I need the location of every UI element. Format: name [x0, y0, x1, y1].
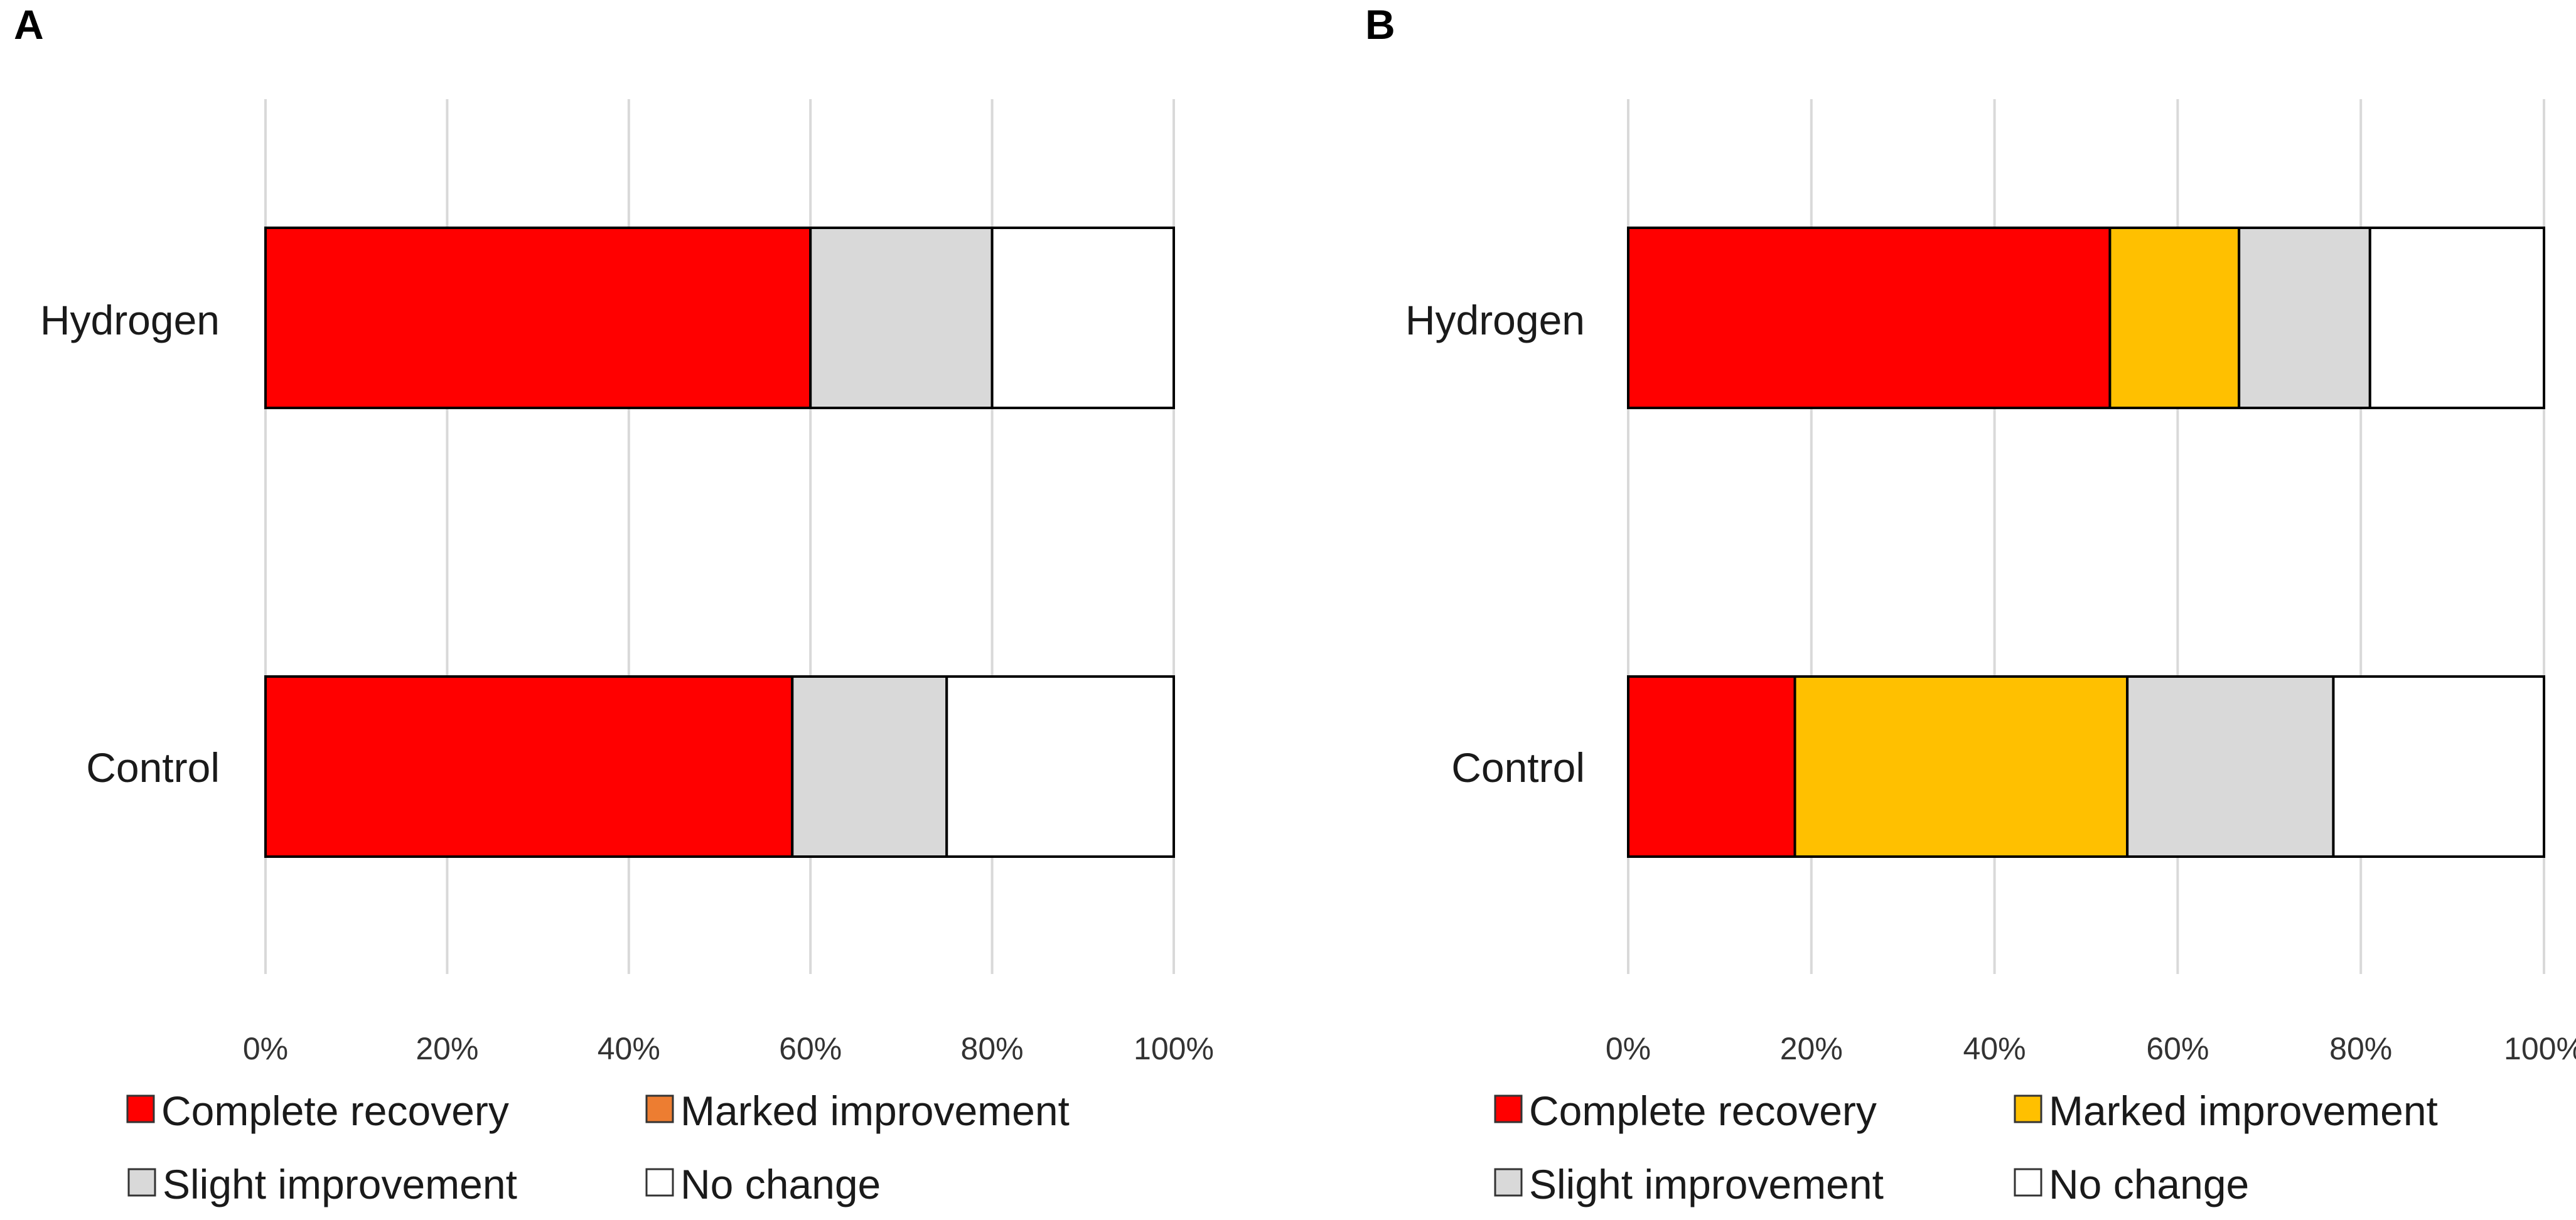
legend-item-no-change: No change	[645, 1161, 881, 1207]
legend-item-no-change: No change	[2014, 1161, 2249, 1207]
category-label-control: Control	[86, 744, 220, 791]
bar-hydrogen-slight-improvement	[809, 227, 994, 409]
legend-swatch	[1494, 1094, 1523, 1123]
chart-panel-a: A Hydrogen Control 0% 20% 40% 60% 80% 100% Comple…	[14, 1, 1214, 1207]
legend: Complete recovery Marked improvement Sligh…	[1494, 1088, 2438, 1207]
bar-hydrogen-complete-recovery	[1627, 227, 2112, 409]
x-tick-label: 100%	[2504, 1031, 2576, 1066]
legend: Complete recovery Marked improvement Sligh…	[126, 1088, 1070, 1207]
legend-label: Marked improvement	[2049, 1088, 2438, 1134]
x-tick-label: 80%	[961, 1031, 1024, 1066]
legend-swatch	[2014, 1094, 2042, 1123]
legend-item-complete-recovery: Complete recovery	[126, 1088, 509, 1134]
legend-swatch	[645, 1168, 674, 1197]
bar-hydrogen-no-change	[990, 227, 1175, 409]
x-tick-label: 60%	[779, 1031, 842, 1066]
legend-item-slight-improvement: Slight improvement	[1494, 1161, 1884, 1207]
bar-hydrogen-no-change	[2368, 227, 2546, 409]
legend-swatch	[1494, 1168, 1523, 1197]
legend-swatch	[127, 1168, 156, 1197]
legend-label: Marked improvement	[680, 1088, 1070, 1134]
legend-label: Complete recovery	[161, 1088, 509, 1134]
x-tick-label: 20%	[1780, 1031, 1843, 1066]
bar-control-complete-recovery	[1627, 675, 1796, 858]
legend-item-marked-improvement: Marked improvement	[645, 1088, 1070, 1134]
legend-item-marked-improvement: Marked improvement	[2014, 1088, 2438, 1134]
chart-panels: A Hydrogen Control 0% 20% 40% 60% 80% 100% Comple…	[14, 1, 2576, 1207]
legend-item-slight-improvement: Slight improvement	[127, 1161, 517, 1207]
panel-label: A	[14, 1, 44, 48]
legend-swatch	[2014, 1168, 2042, 1197]
x-tick-label: 20%	[416, 1031, 478, 1066]
legend-label: Slight improvement	[1529, 1161, 1884, 1207]
x-tick-label: 0%	[243, 1031, 288, 1066]
bar-control-complete-recovery	[264, 675, 794, 858]
x-tick-label: 100%	[1134, 1031, 1214, 1066]
panel-label: B	[1365, 1, 1395, 48]
legend-item-complete-recovery: Complete recovery	[1494, 1088, 1877, 1134]
x-tick-label: 0%	[1606, 1031, 1651, 1066]
legend-label: No change	[2049, 1161, 2249, 1207]
bar-control-slight-improvement	[2126, 675, 2335, 858]
chart-panel-b: B Hydrogen Control 0% 20% 40% 60% 80% 100% Comple…	[1365, 1, 2576, 1207]
x-tick-label: 60%	[2146, 1031, 2209, 1066]
legend-swatch	[645, 1094, 674, 1123]
legend-swatch	[126, 1094, 155, 1123]
x-tick-label: 80%	[2329, 1031, 2392, 1066]
legend-label: No change	[680, 1161, 881, 1207]
bar-control-no-change	[945, 675, 1175, 858]
category-label-hydrogen: Hydrogen	[1405, 297, 1585, 343]
category-label-hydrogen: Hydrogen	[40, 297, 220, 343]
bar-control-no-change	[2332, 675, 2545, 858]
legend-label: Complete recovery	[1529, 1088, 1877, 1134]
category-label-control: Control	[1451, 744, 1585, 791]
bar-control-marked-improvement	[1793, 675, 2129, 858]
x-tick-label: 40%	[1963, 1031, 2026, 1066]
bar-hydrogen-complete-recovery	[264, 227, 812, 409]
bar-control-slight-improvement	[791, 675, 948, 858]
bar-hydrogen-slight-improvement	[2238, 227, 2371, 409]
bar-hydrogen-marked-improvement	[2108, 227, 2241, 409]
x-tick-label: 40%	[598, 1031, 660, 1066]
legend-label: Slight improvement	[163, 1161, 517, 1207]
